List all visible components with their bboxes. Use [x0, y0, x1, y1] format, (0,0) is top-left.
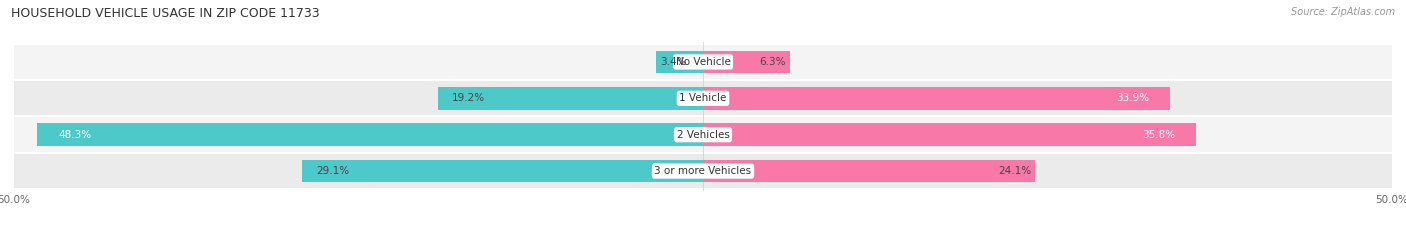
Text: 48.3%: 48.3% [58, 130, 91, 140]
Bar [14, 80, 1392, 116]
Text: No Vehicle: No Vehicle [675, 57, 731, 67]
Bar [14, 44, 1392, 80]
Text: 35.8%: 35.8% [1143, 130, 1175, 140]
Text: 33.9%: 33.9% [1116, 93, 1150, 103]
Bar [703, 160, 1035, 182]
Text: 6.3%: 6.3% [759, 57, 786, 67]
Text: 1 Vehicle: 1 Vehicle [679, 93, 727, 103]
Bar [14, 116, 1392, 153]
Text: HOUSEHOLD VEHICLE USAGE IN ZIP CODE 11733: HOUSEHOLD VEHICLE USAGE IN ZIP CODE 1173… [11, 7, 321, 20]
Text: 3.4%: 3.4% [661, 57, 686, 67]
Bar [302, 160, 703, 182]
Text: 3 or more Vehicles: 3 or more Vehicles [654, 166, 752, 176]
Bar [439, 87, 703, 110]
Text: 2 Vehicles: 2 Vehicles [676, 130, 730, 140]
Bar [703, 51, 790, 73]
Text: 24.1%: 24.1% [998, 166, 1031, 176]
Text: Source: ZipAtlas.com: Source: ZipAtlas.com [1291, 7, 1395, 17]
Text: 29.1%: 29.1% [316, 166, 349, 176]
Text: 19.2%: 19.2% [453, 93, 485, 103]
Bar [703, 87, 1170, 110]
Bar [703, 123, 1197, 146]
Bar [38, 123, 703, 146]
Bar [657, 51, 703, 73]
Bar [14, 153, 1392, 189]
